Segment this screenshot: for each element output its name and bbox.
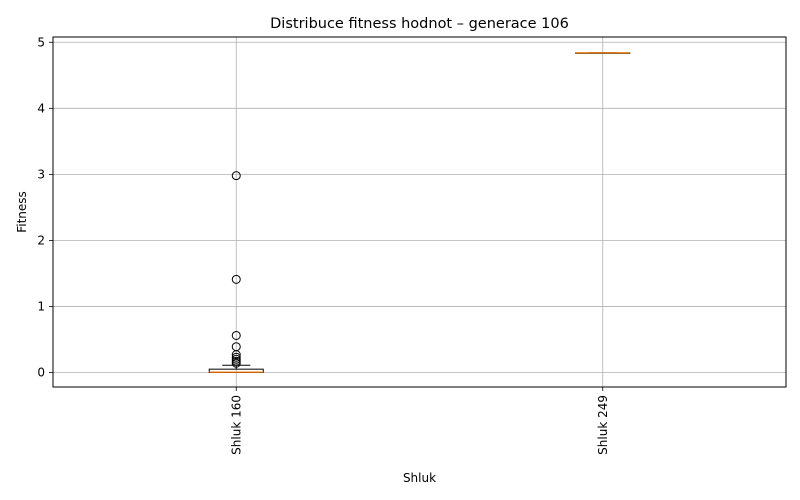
plot-frame bbox=[52, 36, 787, 388]
y-tick-label: 2 bbox=[37, 233, 45, 247]
outlier-point bbox=[231, 171, 241, 181]
chart-title: Distribuce fitness hodnot – generace 106 bbox=[270, 16, 569, 32]
box-group bbox=[575, 52, 631, 54]
y-tick-label: 1 bbox=[37, 299, 45, 313]
box-group bbox=[208, 171, 264, 373]
x-axis-label: Shluk bbox=[403, 471, 436, 485]
outlier-point bbox=[231, 330, 241, 340]
outlier-point bbox=[231, 358, 241, 368]
y-tick-label: 3 bbox=[37, 167, 45, 181]
plot-data bbox=[208, 52, 631, 373]
grid bbox=[53, 37, 786, 387]
x-tick-label: Shluk 160 bbox=[229, 395, 243, 455]
y-tick-label: 4 bbox=[37, 101, 45, 115]
outlier-point bbox=[231, 274, 241, 284]
y-tick-label: 5 bbox=[37, 35, 45, 49]
axes: 0 1 2 3 4 5 Shluk 160 Shluk 249 bbox=[37, 35, 609, 455]
y-axis-label: Fitness bbox=[15, 191, 29, 233]
outlier-point bbox=[231, 350, 241, 360]
y-tick-label: 0 bbox=[37, 365, 45, 379]
x-tick-label: Shluk 249 bbox=[596, 395, 610, 455]
